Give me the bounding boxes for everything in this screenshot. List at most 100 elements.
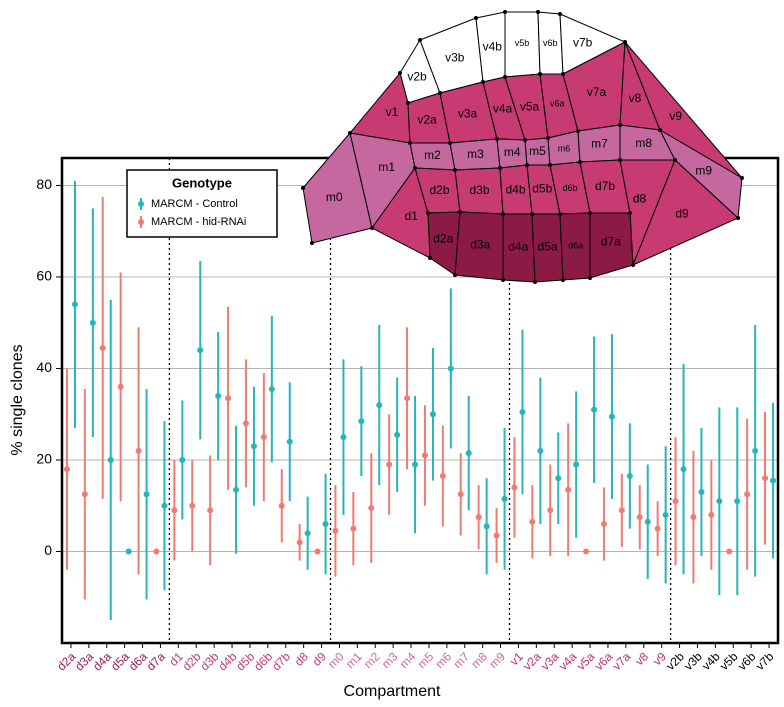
point [734, 498, 741, 505]
point [680, 466, 687, 473]
vertex [438, 91, 442, 95]
vertex [503, 75, 507, 79]
vertex [481, 80, 485, 84]
point [600, 521, 607, 528]
point [708, 511, 715, 518]
point [744, 491, 751, 498]
vertex [310, 241, 314, 245]
point [304, 530, 311, 537]
point [583, 548, 590, 555]
point [225, 395, 232, 402]
y-tick-label: 60 [36, 268, 52, 284]
vertex [618, 158, 622, 162]
vertex [631, 263, 635, 267]
region-label: m2 [424, 148, 441, 162]
point [672, 498, 679, 505]
vertex [618, 123, 622, 127]
point [358, 418, 365, 425]
point [519, 408, 526, 415]
point [350, 525, 357, 532]
region-label: m9 [695, 164, 712, 178]
point [439, 472, 446, 479]
region-label: d7b [595, 179, 615, 193]
region [632, 159, 739, 266]
y-tick-label: 0 [44, 542, 52, 558]
point [314, 548, 321, 555]
point [242, 420, 249, 427]
point [117, 383, 124, 390]
point [376, 402, 383, 409]
point [332, 527, 339, 534]
region-label: v3a [458, 106, 478, 120]
point [296, 539, 303, 546]
region-label: v5a [520, 99, 540, 113]
vertex [628, 211, 632, 215]
vertex [426, 211, 430, 215]
vertex [740, 176, 744, 180]
region-label: m7 [591, 137, 608, 151]
point [555, 475, 562, 482]
vertex [448, 141, 452, 145]
vertex [501, 212, 505, 216]
point [698, 489, 705, 496]
vertex [533, 280, 537, 284]
vertex [495, 137, 499, 141]
legend-title: Genotype [172, 175, 232, 190]
vertex [301, 186, 305, 190]
point [501, 495, 508, 502]
region-label: v1 [386, 105, 399, 119]
x-tick-label: v8 [632, 649, 651, 668]
point [322, 521, 329, 528]
point [207, 507, 214, 514]
region-label: v4b [483, 39, 503, 53]
point [654, 525, 661, 532]
point [475, 514, 482, 521]
region-label: d2b [429, 183, 449, 197]
point [368, 505, 375, 512]
point [644, 518, 651, 525]
vertex [370, 226, 374, 230]
vertex [458, 210, 462, 214]
region-label: m0 [326, 190, 343, 204]
point [278, 502, 285, 509]
vertex [561, 278, 565, 282]
region-label: m1 [378, 160, 395, 174]
vertex [453, 273, 457, 277]
point [63, 466, 70, 473]
vertex [406, 101, 410, 105]
vertex [428, 256, 432, 260]
region-label: d2a [433, 232, 453, 246]
vertex [408, 141, 412, 145]
x-axis-label: Compartment [344, 683, 441, 700]
point [573, 461, 580, 468]
point [125, 548, 132, 555]
region-label: v8 [629, 91, 642, 105]
region-label: d3a [470, 237, 490, 251]
region-label: d4b [505, 182, 525, 196]
vertex [348, 131, 352, 135]
x-tick-label: d7a [144, 649, 168, 673]
x-tick-label: v7b [753, 649, 777, 673]
point [457, 491, 464, 498]
vertex [536, 10, 540, 14]
point [537, 447, 544, 454]
region-label: d6b [562, 183, 577, 193]
region-label: d3b [469, 183, 489, 197]
point [662, 511, 669, 518]
point [268, 386, 275, 393]
point [529, 518, 536, 525]
point [143, 491, 150, 498]
vertex [530, 212, 534, 216]
point [762, 475, 769, 482]
point [591, 406, 598, 413]
region-label: v6a [550, 99, 565, 109]
point [135, 447, 142, 454]
vertex [578, 160, 582, 164]
vertex [413, 166, 417, 170]
point [608, 413, 615, 420]
x-tick-label: m9 [486, 649, 508, 671]
region-label: m5 [529, 144, 546, 158]
point [394, 431, 401, 438]
vertex [418, 38, 422, 42]
